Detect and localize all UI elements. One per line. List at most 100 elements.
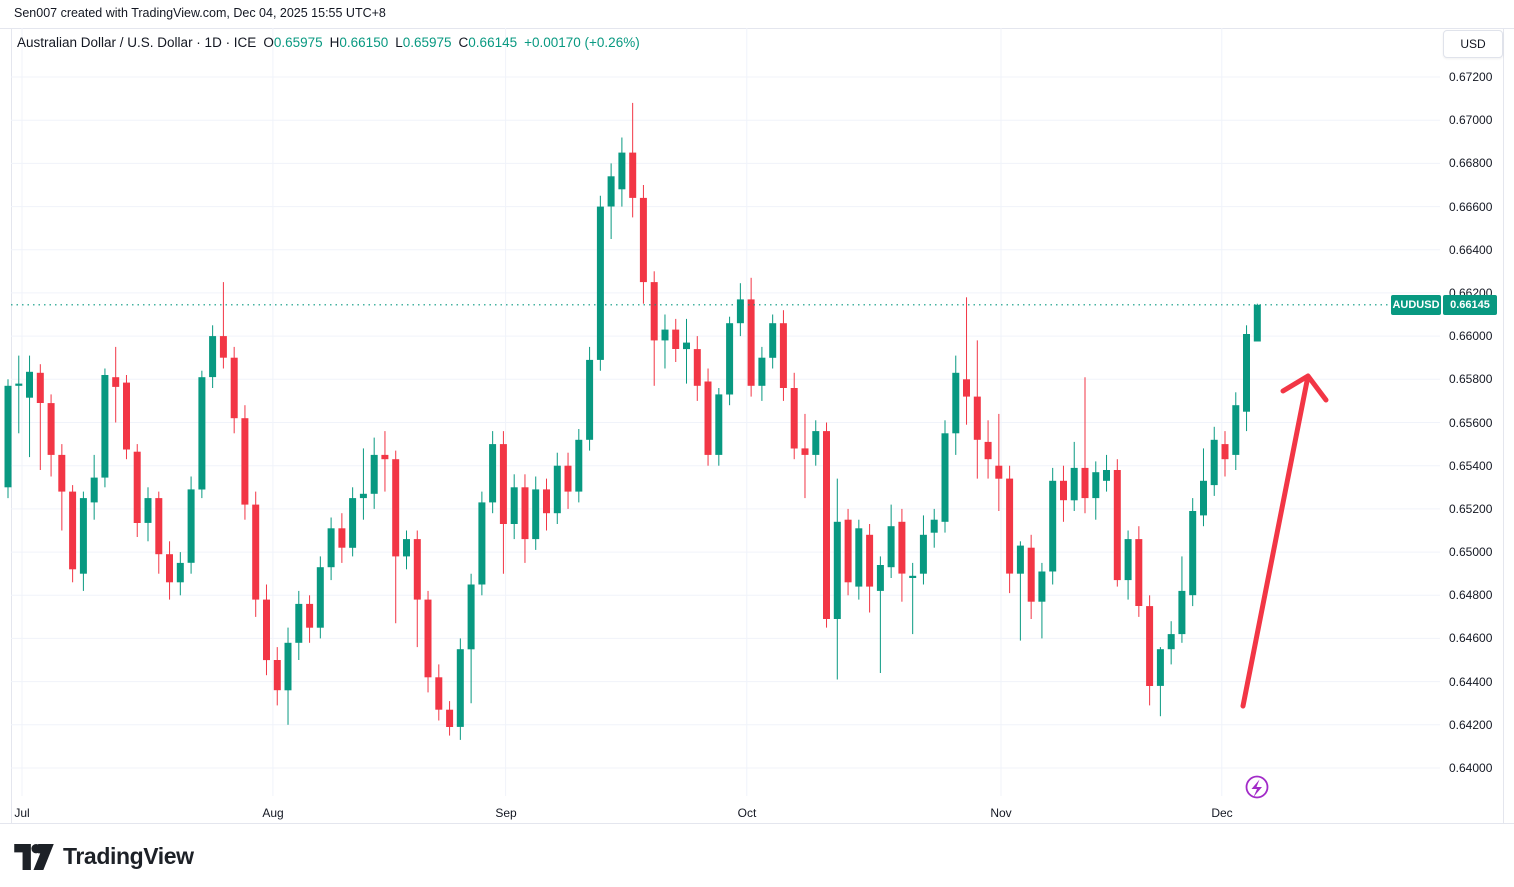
candle-body xyxy=(252,504,260,600)
candle-body xyxy=(1016,545,1024,574)
widget-right-border xyxy=(1503,28,1504,823)
candle-body xyxy=(564,465,572,492)
ohlc-close: C0.66145 xyxy=(458,35,518,50)
candle-body xyxy=(510,487,518,524)
candle-body xyxy=(952,372,960,434)
widget-bottom-border xyxy=(0,823,1514,824)
candle-body xyxy=(284,642,292,691)
month-label-aug: Aug xyxy=(262,806,284,820)
candle-body xyxy=(790,388,798,449)
month-label-dec: Dec xyxy=(1211,806,1233,820)
candle-body xyxy=(1178,590,1186,635)
candle-body xyxy=(26,371,33,398)
price-tick-label: 0.66800 xyxy=(1449,156,1493,170)
candle-body xyxy=(424,599,432,678)
candle-body xyxy=(1070,467,1078,501)
candle-body xyxy=(133,451,141,523)
lightning-icon[interactable] xyxy=(1245,775,1269,799)
candle-body xyxy=(176,562,184,583)
candle-body xyxy=(1006,478,1014,574)
candle-body xyxy=(1221,444,1229,460)
candle-body xyxy=(532,489,540,540)
price-tick-label: 0.67200 xyxy=(1449,70,1493,84)
candle-body xyxy=(909,575,917,578)
ohlc-open: O0.65975 xyxy=(263,35,323,50)
candle-body xyxy=(1146,606,1154,686)
candle-body xyxy=(370,454,378,494)
price-tick-label: 0.66600 xyxy=(1449,200,1493,214)
price-tick-label: 0.64000 xyxy=(1449,761,1493,775)
candle-body xyxy=(467,584,475,650)
price-tick-label: 0.65200 xyxy=(1449,502,1493,516)
tradingview-logo: TradingView xyxy=(14,843,194,870)
candle-body xyxy=(941,433,949,522)
price-tick-label: 0.65600 xyxy=(1449,416,1493,430)
candle-body xyxy=(639,197,647,283)
candle-body xyxy=(489,444,497,503)
widget-top-border xyxy=(0,28,1514,29)
candle-body xyxy=(219,336,227,358)
candle-body xyxy=(327,528,335,568)
candle-body xyxy=(36,372,44,403)
candle-body xyxy=(1049,480,1057,572)
candle-body xyxy=(812,431,820,455)
candle-body xyxy=(1103,470,1110,481)
last-price-badge: 0.66145 xyxy=(1443,295,1497,315)
symbol-title: Australian Dollar / U.S. Dollar · 1D · I… xyxy=(17,35,257,50)
candle-body xyxy=(295,603,303,643)
last-price-label: AUDUSD 0.66145 xyxy=(1391,295,1497,315)
candle-body xyxy=(779,323,787,388)
candle-body xyxy=(661,329,669,341)
candle-body xyxy=(349,498,357,548)
candle-body xyxy=(187,489,195,563)
candle-body xyxy=(898,521,906,574)
candle-body xyxy=(607,176,615,207)
candle-body xyxy=(693,349,701,386)
price-tick-label: 0.66000 xyxy=(1449,329,1493,343)
candle-body xyxy=(919,534,927,574)
candle-body xyxy=(90,477,98,503)
candle-body xyxy=(769,323,777,358)
candle-body xyxy=(715,394,723,455)
candle-body xyxy=(995,465,1003,479)
chart-legend: Australian Dollar / U.S. Dollar · 1D · I… xyxy=(17,35,640,50)
month-label-jul: Jul xyxy=(14,806,30,820)
candle-body xyxy=(456,649,464,727)
candle-body xyxy=(381,454,389,460)
candle-body xyxy=(1124,539,1132,581)
candle-body xyxy=(1027,547,1035,602)
candle-body xyxy=(855,528,863,587)
candle-body xyxy=(963,379,970,397)
candle-body xyxy=(144,498,152,523)
candle-body xyxy=(1038,571,1046,602)
candle-body xyxy=(833,521,841,619)
candle-body xyxy=(338,528,346,548)
candle-body xyxy=(575,439,583,492)
candle-body xyxy=(973,396,981,440)
candle-body xyxy=(359,493,367,499)
price-tick-label: 0.67000 xyxy=(1449,113,1493,127)
candle-body xyxy=(930,519,938,533)
candle-body xyxy=(4,385,12,488)
candle-body xyxy=(683,342,690,350)
candle-body xyxy=(1113,470,1121,581)
candle-body xyxy=(241,418,249,505)
month-label-sep: Sep xyxy=(495,806,517,820)
trend-arrow-annotation[interactable] xyxy=(1240,373,1329,709)
candle-body xyxy=(521,487,529,540)
candle-body xyxy=(123,382,130,450)
candle-body xyxy=(866,534,874,587)
candle-body xyxy=(553,465,561,514)
candle-body xyxy=(650,282,658,341)
candle-body xyxy=(801,448,809,455)
change-value: +0.00170 (+0.26%) xyxy=(524,35,640,50)
candle-body xyxy=(446,709,454,727)
price-tick-label: 0.64800 xyxy=(1449,588,1493,602)
currency-usd-button[interactable]: USD xyxy=(1443,30,1503,58)
candle-body xyxy=(79,498,87,574)
candle-body xyxy=(209,336,217,378)
candle-body xyxy=(101,375,109,478)
candle-body xyxy=(230,357,238,419)
month-label-oct: Oct xyxy=(737,806,757,820)
